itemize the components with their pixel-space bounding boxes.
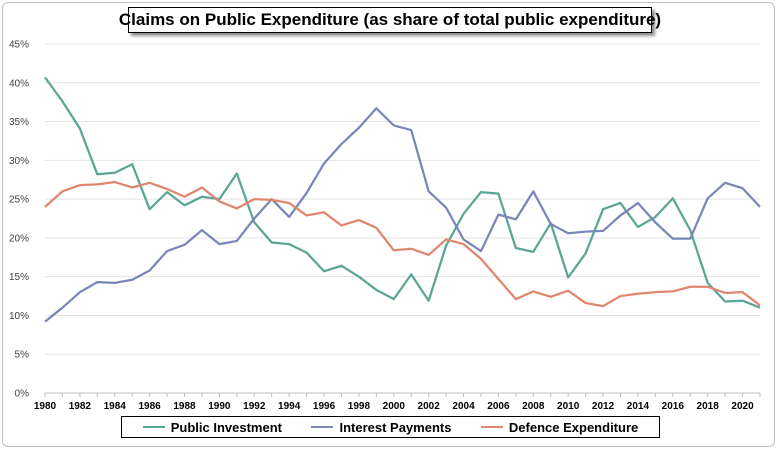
x-tick-label: 2004 bbox=[452, 401, 475, 412]
x-tick-label: 1992 bbox=[243, 401, 266, 412]
x-axis-ticks: 1980 1982 1984 1986 1988 1990 1992 1994 1996 1998… bbox=[34, 401, 754, 412]
x-tick-label: 2010 bbox=[557, 401, 580, 412]
legend-label: Defence Expenditure bbox=[508, 419, 639, 435]
legend-item-defence-expenditure: Defence Expenditure bbox=[480, 419, 639, 435]
legend-swatch bbox=[480, 425, 503, 429]
x-tick-label: 2008 bbox=[522, 401, 545, 412]
legend: Public Investment Interest Payments Defe… bbox=[121, 416, 660, 438]
y-tick-label: 20% bbox=[9, 233, 29, 244]
x-tick-label: 2002 bbox=[418, 401, 441, 412]
series-line-public-investment bbox=[44, 76, 761, 309]
x-tick-label: 2000 bbox=[383, 401, 406, 412]
x-tick-label: 1998 bbox=[348, 401, 371, 412]
y-tick-label: 30% bbox=[9, 156, 29, 167]
legend-item-public-investment: Public Investment bbox=[142, 419, 282, 435]
x-tick-label: 1986 bbox=[139, 401, 162, 412]
legend-label: Interest Payments bbox=[339, 419, 452, 435]
y-tick-label: 0% bbox=[15, 389, 30, 400]
x-tick-label: 1990 bbox=[208, 401, 231, 412]
x-tick-label: 1994 bbox=[278, 401, 301, 412]
y-tick-label: 35% bbox=[9, 117, 29, 128]
y-tick-label: 15% bbox=[9, 272, 29, 283]
x-tick-label: 1984 bbox=[104, 401, 127, 412]
chart-frame bbox=[2, 2, 775, 447]
gridlines bbox=[44, 43, 761, 397]
x-tick-label: 2012 bbox=[592, 401, 615, 412]
x-tick-label: 1980 bbox=[34, 401, 57, 412]
series-line-interest-payments bbox=[44, 107, 761, 323]
y-tick-label: 45% bbox=[9, 40, 29, 51]
y-axis-ticks: 0% 5% 10% 15% 20% 25% 30% 35% 40% 45% bbox=[9, 40, 29, 400]
legend-label: Public Investment bbox=[170, 419, 282, 435]
series-line-defence-expenditure bbox=[44, 180, 761, 308]
y-tick-label: 40% bbox=[9, 78, 29, 89]
chart-title: Claims on Public Expenditure (as share o… bbox=[119, 7, 661, 33]
y-tick-label: 25% bbox=[9, 195, 29, 206]
x-tick-label: 2006 bbox=[487, 401, 510, 412]
y-tick-label: 5% bbox=[15, 350, 30, 361]
legend-swatch bbox=[311, 425, 334, 429]
legend-swatch bbox=[142, 425, 165, 429]
y-tick-label: 10% bbox=[9, 311, 29, 322]
x-tick-label: 2020 bbox=[731, 401, 754, 412]
series-lines bbox=[44, 76, 761, 323]
x-tick-label: 2014 bbox=[627, 401, 650, 412]
x-tick-label: 2016 bbox=[662, 401, 685, 412]
x-tick-label: 1996 bbox=[313, 401, 336, 412]
x-tick-label: 1988 bbox=[173, 401, 196, 412]
x-tick-label: 2018 bbox=[697, 401, 720, 412]
x-tick-label: 1982 bbox=[69, 401, 92, 412]
legend-item-interest-payments: Interest Payments bbox=[311, 420, 451, 435]
